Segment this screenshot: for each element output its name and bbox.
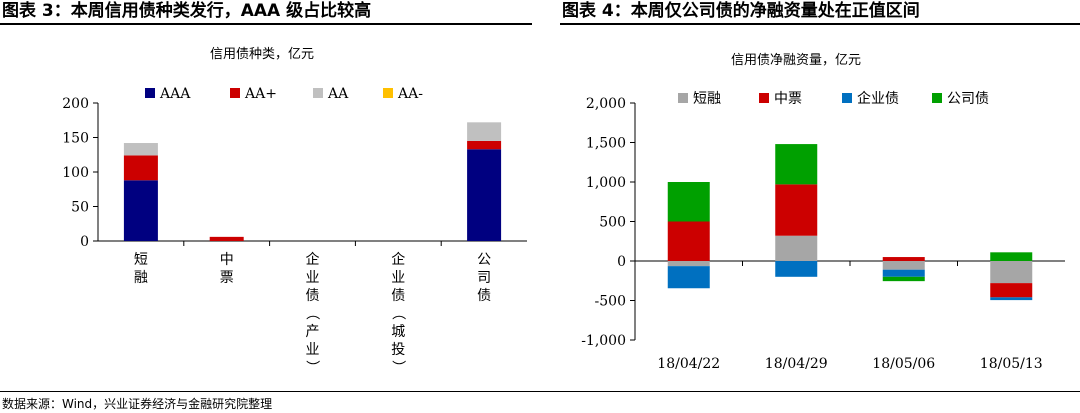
chart2-legend-swatch-0 (678, 93, 688, 103)
chart2-legend-label-1: 中票 (774, 91, 802, 107)
chart1-category-label-4-1: 司 (477, 270, 491, 286)
left-heading-rule (0, 23, 532, 25)
chart2-bar-x-1 (775, 261, 818, 277)
chart2-title: 信用债净融资量，亿元 (731, 53, 861, 68)
chart1-legend-swatch-1 (230, 88, 240, 98)
chart1-category-label-3-5: 投 (391, 342, 405, 358)
right-heading-rule (560, 23, 1080, 25)
chart1-bar-aaa-4 (467, 149, 502, 241)
chart1-category-label-3-1: 业 (391, 270, 405, 286)
chart2-bar-x-1 (775, 184, 818, 236)
chart2-bar-x-3 (990, 283, 1033, 298)
chart1-legend-swatch-2 (313, 88, 323, 98)
chart1-category-label-4-2: 债 (477, 288, 491, 304)
chart2-y-tick-label-3: 500 (599, 215, 626, 231)
chart2-category-label-3: 18/05/13 (980, 356, 1043, 372)
chart2-bar-x-3 (990, 252, 1033, 261)
chart1-category-label-1-0: 中 (220, 252, 234, 268)
chart2-legend-swatch-3 (932, 93, 942, 103)
chart2-category-label-1: 18/04/29 (765, 356, 828, 372)
chart2-bar-x-0 (667, 182, 710, 222)
chart1-y-tick-label-1: 50 (71, 200, 89, 216)
chart1-category-label-2-4: 产 (306, 324, 320, 340)
chart2-y-tick-label-2: 0 (617, 254, 626, 270)
chart1-category-label-2-0: 企 (306, 251, 320, 268)
chart2-bar-x-3 (990, 297, 1033, 301)
chart2-y-tick-label-0: -1,000 (581, 333, 626, 349)
chart2-bar-x-0 (667, 221, 710, 261)
chart1-y-tick-label-2: 100 (62, 165, 89, 181)
chart1-legend-label-0: AAA (159, 86, 191, 102)
chart1-legend-label-2: AA (327, 86, 349, 102)
chart2-bar-x-2 (882, 257, 925, 261)
chart1-bar-aa-0 (123, 155, 158, 181)
chart1-category-label-4-0: 公 (477, 252, 491, 268)
chart2-bar-x-2 (882, 269, 925, 277)
chart2-legend-swatch-2 (842, 93, 852, 103)
chart1-title: 信用债种类，亿元 (210, 47, 314, 62)
chart1-bar-aa-0 (123, 143, 158, 156)
chart2-y-tick-label-1: -500 (595, 294, 626, 310)
chart1-legend-swatch-3 (383, 88, 393, 98)
chart2-bar-x-1 (775, 235, 818, 261)
chart2-bar-x-0 (667, 266, 710, 289)
chart1-category-label-0-0: 短 (134, 252, 148, 268)
left-panel-heading: 图表 3：本周信用债种类发行，AAA 级占比较高 (2, 1, 372, 21)
chart1-bar-aa-4 (467, 140, 502, 150)
chart1-category-label-2-6: ） (304, 360, 320, 374)
chart1-legend-label-3: AA- (397, 86, 423, 102)
chart2-legend-label-3: 公司债 (947, 91, 989, 107)
chart2-bar-x-3 (990, 261, 1033, 284)
chart1-category-label-3-2: 债 (391, 288, 405, 304)
chart1-category-label-3-6: ） (389, 360, 405, 374)
footer-rule (0, 391, 1080, 392)
chart1-bar-aaa-0 (123, 180, 158, 241)
chart1-category-label-3-0: 企 (391, 251, 405, 268)
chart2-y-tick-label-4: 1,000 (586, 175, 626, 191)
chart1-legend-label-1: AA+ (244, 86, 277, 102)
chart1-bar-aa-4 (467, 122, 502, 141)
chart2-legend-label-0: 短融 (693, 91, 721, 107)
chart1-y-tick-label-0: 0 (80, 234, 89, 250)
right-panel-heading: 图表 4：本周仅公司债的净融资量处在正值区间 (562, 1, 920, 21)
chart2-bar-x-2 (882, 276, 925, 282)
chart1-category-label-3-3: （ (389, 306, 405, 320)
chart1-legend-swatch-0 (145, 88, 155, 98)
chart1-category-label-2-2: 债 (306, 288, 320, 304)
chart1-category-label-0-1: 融 (134, 270, 148, 286)
chart2-y-tick-label-5: 1,500 (586, 136, 626, 152)
chart1-bar-aa-1 (209, 236, 244, 241)
chart2-bar-x-1 (775, 144, 818, 185)
chart2-category-label-0: 18/04/22 (657, 356, 720, 372)
chart1-category-label-2-3: （ (304, 306, 320, 320)
chart1-y-tick-label-3: 150 (62, 131, 89, 147)
data-source-note: 数据来源：Wind，兴业证券经济与金融研究院整理 (2, 397, 273, 411)
chart1-category-label-3-4: 城 (391, 324, 405, 340)
chart1-category-label-2-5: 业 (306, 342, 320, 358)
chart1-category-label-1-1: 票 (220, 270, 234, 286)
chart2-legend-label-2: 企业债 (857, 90, 899, 107)
chart2-legend-swatch-1 (759, 93, 769, 103)
chart2-category-label-2: 18/05/06 (872, 356, 935, 372)
chart1-category-label-2-1: 业 (306, 270, 320, 286)
chart2-bar-x-0 (667, 261, 710, 267)
chart2-y-tick-label-6: 2,000 (586, 96, 626, 112)
chart2-bar-x-2 (882, 261, 925, 270)
chart1-y-tick-label-4: 200 (62, 96, 89, 112)
